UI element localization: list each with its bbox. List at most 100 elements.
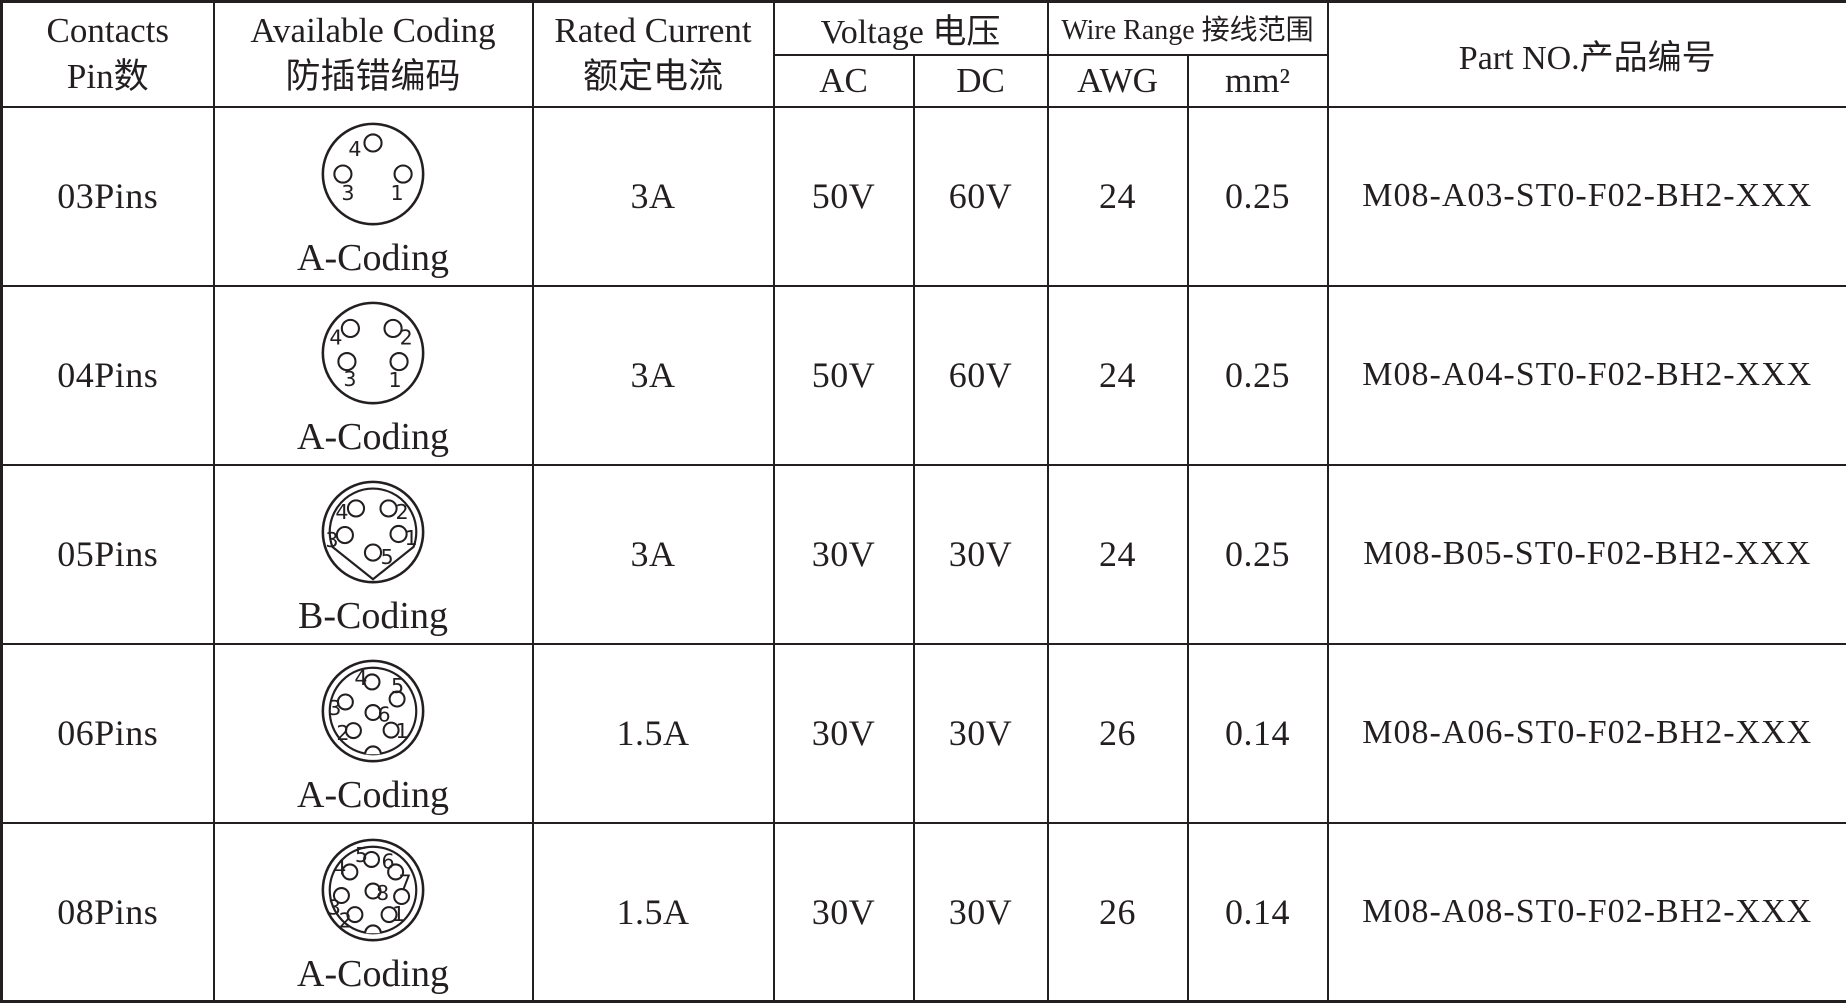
pin-holes: 4 2 3 15 <box>325 500 417 569</box>
cell-wire-mm2: 0.25 <box>1188 286 1328 465</box>
cell-rated-current: 1.5A <box>533 644 774 823</box>
pin-number-label: 4 <box>329 325 342 349</box>
cell-part-number: M08-A03-ST0-F02-BH2-XXX <box>1328 107 1846 286</box>
coding-label: A-Coding <box>297 239 449 277</box>
header-contacts-en: Contacts <box>3 8 213 54</box>
pin-number-label: 2 <box>400 325 413 349</box>
connector-face-diagram: 4 2 3 1 <box>314 294 432 416</box>
header-voltage: Voltage 电压 <box>774 2 1048 55</box>
header-contacts: Contacts Pin数 <box>2 2 214 107</box>
cell-wire-awg: 24 <box>1048 286 1188 465</box>
header-current: Rated Current 额定电流 <box>533 2 774 107</box>
cell-wire-awg: 26 <box>1048 644 1188 823</box>
pin-number-label: 3 <box>343 367 356 391</box>
cell-coding: 4 2 3 1 A-Coding <box>214 286 533 465</box>
cell-rated-current: 3A <box>533 107 774 286</box>
keying-notch-bump <box>365 925 381 933</box>
cell-voltage-dc: 60V <box>914 286 1048 465</box>
header-part-no: Part NO.产品编号 <box>1328 2 1846 107</box>
cell-part-number: M08-A04-ST0-F02-BH2-XXX <box>1328 286 1846 465</box>
pin-number-label: 1 <box>396 719 409 743</box>
cell-voltage-ac: 30V <box>774 823 914 1002</box>
header-current-en: Rated Current <box>534 8 773 54</box>
header-coding-zh: 防插错编码 <box>215 54 532 100</box>
cell-voltage-ac: 30V <box>774 465 914 644</box>
header-ac: AC <box>774 55 914 107</box>
header-contacts-zh: Pin数 <box>3 54 213 100</box>
cell-wire-mm2: 0.14 <box>1188 823 1328 1002</box>
cell-voltage-ac: 50V <box>774 286 914 465</box>
cell-part-number: M08-B05-ST0-F02-BH2-XXX <box>1328 465 1846 644</box>
coding-label: A-Coding <box>297 776 449 814</box>
pin-number-label: 3 <box>328 696 341 720</box>
cell-voltage-ac: 50V <box>774 107 914 286</box>
connector-face-diagram: 4 3 1 <box>314 115 432 237</box>
cell-voltage-dc: 60V <box>914 107 1048 286</box>
pin-number-label: 2 <box>336 721 349 745</box>
pin-number-label: 6 <box>381 849 394 873</box>
cell-part-number: M08-A06-ST0-F02-BH2-XXX <box>1328 644 1846 823</box>
pin-number-label: 4 <box>335 500 348 524</box>
cell-rated-current: 1.5A <box>533 823 774 1002</box>
cell-contacts: 03Pins <box>2 107 214 286</box>
cell-wire-mm2: 0.14 <box>1188 644 1328 823</box>
pin-holes: 4 2 3 1 <box>329 320 412 392</box>
cell-rated-current: 3A <box>533 286 774 465</box>
pin-number-label: 1 <box>388 368 401 392</box>
pin-number-label: 5 <box>380 545 393 569</box>
cell-voltage-dc: 30V <box>914 823 1048 1002</box>
header-coding: Available Coding 防插错编码 <box>214 2 533 107</box>
pin-number-label: 3 <box>341 181 354 205</box>
header-coding-en: Available Coding <box>215 8 532 54</box>
pin-number-label: 2 <box>396 500 409 524</box>
cell-contacts: 04Pins <box>2 286 214 465</box>
header-wire-range: Wire Range 接线范围 <box>1048 2 1328 55</box>
pin-number-label: 7 <box>398 870 411 894</box>
coding-label: A-Coding <box>297 955 449 993</box>
header-dc: DC <box>914 55 1048 107</box>
connector-face-diagram: 4 2 3 15 <box>314 473 432 595</box>
cell-wire-awg: 24 <box>1048 465 1188 644</box>
coding-label: A-Coding <box>297 418 449 456</box>
coding-diagram-wrap: 4 2 3 1 A-Coding <box>215 287 532 464</box>
coding-diagram-wrap: 4 3 1 A-Coding <box>215 108 532 285</box>
pin-number-label: 1 <box>392 902 405 926</box>
cell-voltage-dc: 30V <box>914 465 1048 644</box>
pin-number-label: 8 <box>376 881 389 905</box>
header-awg: AWG <box>1048 55 1188 107</box>
pin-number-label: 1 <box>391 181 404 205</box>
pin-number-label: 4 <box>354 666 367 690</box>
cell-wire-awg: 26 <box>1048 823 1188 1002</box>
cell-wire-awg: 24 <box>1048 107 1188 286</box>
cell-voltage-ac: 30V <box>774 644 914 823</box>
cell-contacts: 08Pins <box>2 823 214 1002</box>
pin-number-label: 1 <box>405 526 418 550</box>
pin-number-label: 2 <box>339 908 352 932</box>
pin-number-label: 5 <box>355 843 368 867</box>
pin-number-label: 5 <box>391 674 404 698</box>
keying-notch-bump <box>365 746 381 754</box>
cell-voltage-dc: 30V <box>914 644 1048 823</box>
cell-part-number: M08-A08-ST0-F02-BH2-XXX <box>1328 823 1846 1002</box>
pin-number-label: 4 <box>348 137 361 161</box>
pin-number-label: 3 <box>325 528 338 552</box>
cell-contacts: 06Pins <box>2 644 214 823</box>
header-mm2: mm² <box>1188 55 1328 107</box>
cell-contacts: 05Pins <box>2 465 214 644</box>
cell-wire-mm2: 0.25 <box>1188 465 1328 644</box>
header-current-zh: 额定电流 <box>534 54 773 100</box>
